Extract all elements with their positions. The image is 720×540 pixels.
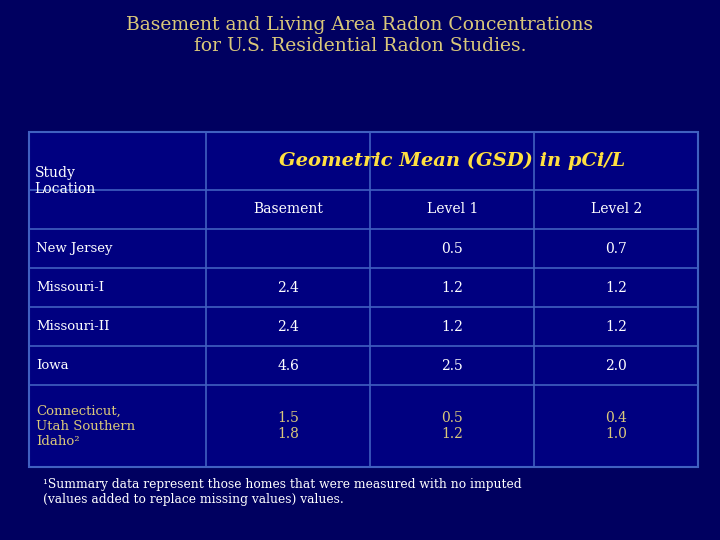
Text: 1.2: 1.2 (441, 320, 463, 334)
Text: Iowa: Iowa (36, 359, 68, 372)
Text: 0.4
1.0: 0.4 1.0 (606, 411, 627, 441)
Text: Geometric Mean (GSD) in pCi/L: Geometric Mean (GSD) in pCi/L (279, 152, 626, 170)
Text: Connecticut,
Utah Southern
Idaho²: Connecticut, Utah Southern Idaho² (36, 404, 135, 448)
Text: 1.5
1.8: 1.5 1.8 (277, 411, 300, 441)
Text: 4.6: 4.6 (277, 359, 300, 373)
Text: 0.5: 0.5 (441, 241, 463, 255)
Text: Basement: Basement (253, 202, 323, 217)
Text: Level 1: Level 1 (427, 202, 478, 217)
Text: ¹Summary data represent those homes that were measured with no imputed
(values a: ¹Summary data represent those homes that… (43, 478, 522, 506)
Text: 2.4: 2.4 (277, 320, 300, 334)
Text: New Jersey: New Jersey (36, 242, 112, 255)
FancyBboxPatch shape (29, 132, 698, 467)
Text: 0.5
1.2: 0.5 1.2 (441, 411, 463, 441)
Text: Missouri-II: Missouri-II (36, 320, 109, 333)
Text: Basement and Living Area Radon Concentrations
for U.S. Residential Radon Studies: Basement and Living Area Radon Concentra… (127, 16, 593, 55)
Text: Study
Location: Study Location (35, 166, 96, 196)
Text: 2.4: 2.4 (277, 281, 300, 295)
Text: 2.0: 2.0 (606, 359, 627, 373)
Text: 1.2: 1.2 (441, 281, 463, 295)
Text: Level 2: Level 2 (590, 202, 642, 217)
Text: 2.5: 2.5 (441, 359, 463, 373)
Text: 1.2: 1.2 (606, 320, 627, 334)
Text: Missouri-I: Missouri-I (36, 281, 104, 294)
Text: 0.7: 0.7 (606, 241, 627, 255)
Text: 1.2: 1.2 (606, 281, 627, 295)
